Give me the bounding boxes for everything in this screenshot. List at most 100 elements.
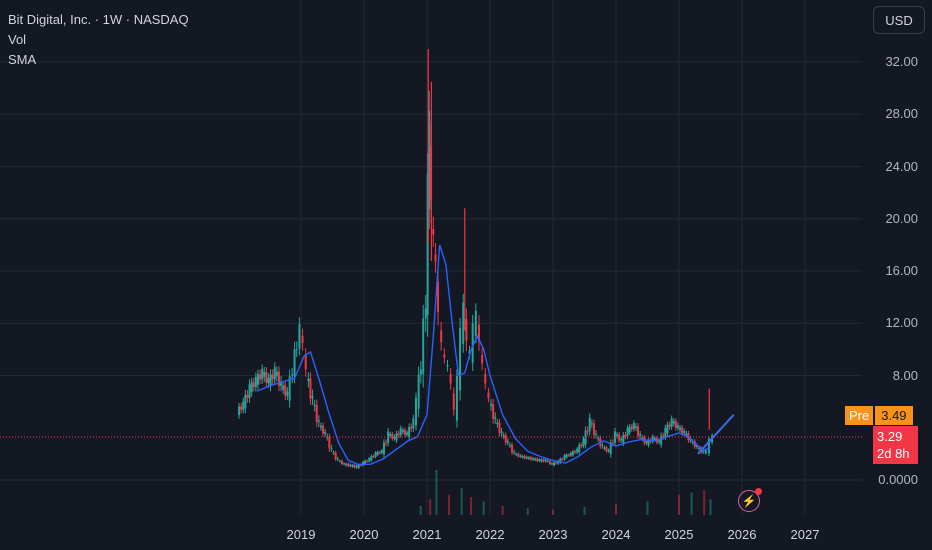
price-candle (359, 464, 362, 466)
price-candle (563, 455, 566, 460)
price-candle (374, 452, 377, 457)
price-candle (244, 394, 247, 409)
price-candle (313, 404, 316, 407)
price-candle (293, 349, 296, 376)
price-candle (410, 426, 413, 429)
price-candle (496, 422, 499, 425)
price-candle (668, 424, 671, 427)
price-candle (546, 460, 549, 462)
price-candle (372, 456, 375, 458)
price-candle (368, 458, 371, 462)
price-candle (624, 434, 627, 437)
price-candle (378, 451, 381, 454)
price-candle (376, 451, 379, 455)
price-candle (517, 453, 520, 457)
price-candle (685, 433, 688, 436)
price-candle (261, 368, 264, 380)
price-candle (319, 425, 322, 428)
volume-bar (419, 506, 422, 515)
price-candle (385, 442, 388, 444)
price-candle (351, 465, 354, 467)
volume-bar (709, 499, 712, 515)
price-candle (355, 465, 358, 468)
price-candle (432, 228, 435, 235)
price-candle (353, 465, 356, 468)
price-candle (664, 427, 667, 437)
price-candle (506, 441, 509, 443)
price-candle (672, 421, 675, 424)
y-tick-label: 12.00 (885, 315, 918, 331)
price-candle (330, 448, 333, 450)
price-candle (426, 174, 429, 316)
price-candle (569, 452, 572, 456)
price-candle (500, 431, 503, 433)
price-candle (322, 425, 325, 434)
price-candle (449, 374, 452, 384)
price-candle (695, 445, 698, 447)
price-candle (338, 460, 341, 462)
price-candle (555, 462, 558, 464)
price-candle (529, 457, 532, 460)
price-candle (645, 441, 648, 444)
price-candle (334, 452, 337, 460)
price-candle (634, 426, 637, 428)
price-candle (452, 393, 455, 410)
currency-button[interactable]: USD (873, 6, 925, 34)
price-candle (332, 452, 335, 454)
price-candle (382, 442, 385, 455)
price-candle (586, 430, 589, 432)
price-candle (336, 458, 339, 460)
price-candle (630, 426, 633, 429)
volume-bar (501, 506, 504, 515)
y-tick-label: 8.00 (892, 367, 918, 383)
price-candle (532, 458, 535, 460)
legend-vol[interactable]: Vol (8, 32, 27, 47)
price-candle (637, 426, 640, 436)
price-candle (511, 444, 514, 453)
price-candle (311, 396, 314, 399)
volume-bar (448, 494, 451, 515)
price-candle (666, 424, 669, 433)
y-tick-label: 16.00 (885, 263, 918, 278)
volume-bar (646, 501, 649, 515)
x-tick-label: 2021 (412, 527, 442, 542)
price-candle (590, 423, 593, 425)
price-candle (702, 451, 705, 453)
price-candle (282, 385, 285, 390)
price-candle (286, 391, 289, 396)
price-candle (443, 354, 446, 358)
price-candle (471, 322, 474, 363)
price-candle (565, 454, 568, 458)
price-candle (508, 444, 511, 446)
price-candle (616, 434, 619, 437)
price-candle (521, 455, 524, 458)
price-candle (440, 330, 443, 343)
price-candle (280, 381, 283, 386)
price-candle (498, 422, 501, 433)
volume-bar (470, 497, 473, 515)
symbol-title[interactable]: Bit Digital, Inc. · 1W · NASDAQ (8, 12, 189, 27)
volume-bar (583, 506, 586, 515)
x-tick-label: 2022 (475, 527, 505, 542)
price-candle (408, 426, 411, 438)
x-tick-label: 2023 (538, 527, 568, 542)
price-candle (584, 430, 587, 445)
volume-bar (690, 492, 693, 515)
price-candle (605, 447, 608, 452)
price-candle (417, 374, 420, 409)
legend-sma[interactable]: SMA (8, 52, 37, 67)
price-candle (611, 442, 614, 444)
price-candle (609, 442, 612, 455)
price-candle (502, 435, 505, 437)
price-candle (391, 433, 394, 439)
price-candle (315, 404, 318, 422)
price-candle (582, 438, 585, 446)
price-candle (607, 449, 610, 452)
x-tick-label: 2019 (286, 527, 316, 542)
price-candle (401, 429, 404, 433)
price-candle (542, 459, 545, 462)
lightning-icon[interactable]: ⚡ (738, 488, 762, 512)
price-candle (428, 110, 431, 210)
premarket-price-label: Pre 3.49 (845, 406, 913, 425)
